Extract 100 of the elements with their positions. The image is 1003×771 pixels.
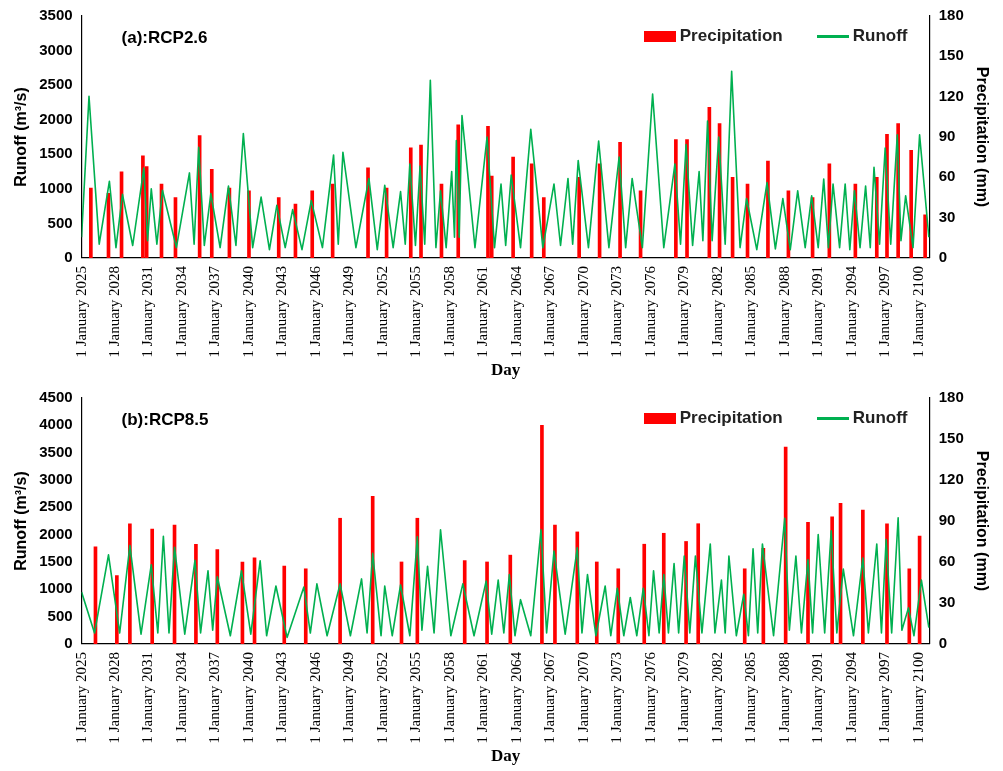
x-tick-label: 1 January 2094 (842, 265, 859, 358)
x-tick-label: 1 January 2040 (239, 265, 256, 358)
x-tick-label: 1 January 2052 (373, 651, 390, 744)
x-tick-label: 1 January 2064 (507, 265, 524, 358)
text: (a):RCP2.6 (121, 28, 208, 48)
x-tick-label: 1 January 2034 (172, 651, 189, 744)
x-tick-label: 1 January 2070 (574, 651, 591, 744)
x-tick-label: 1 January 2040 (239, 651, 256, 744)
x-tick-label: 1 January 2079 (675, 265, 692, 358)
y-tick-label: 0 (64, 634, 73, 652)
x-tick-label: 1 January 2052 (373, 265, 390, 358)
x-tick-label: 1 January 2076 (641, 265, 658, 358)
bar (577, 176, 581, 258)
x-tick-label: 1 January 2037 (206, 265, 223, 358)
y2-tick-label: 90 (938, 511, 956, 529)
y2-tick-label: 180 (938, 388, 964, 406)
y2-tick-label: 150 (938, 429, 964, 447)
bar (529, 163, 534, 258)
y-tick-label: 1000 (39, 579, 73, 597)
x-tick-label: 1 January 2028 (105, 265, 122, 358)
x-tick-label: 1 January 2082 (708, 265, 725, 358)
x-tick-label: 1 January 2085 (742, 265, 759, 358)
legend-label: Precipitation (679, 408, 783, 428)
y2-tick-label: 90 (938, 127, 956, 145)
y-tick-label: 1000 (39, 178, 73, 196)
x-axis-title: Day (491, 746, 521, 766)
x-tick-label: 1 January 2061 (474, 651, 491, 744)
x-tick-label: 1 January 2031 (139, 651, 156, 744)
x-tick-label: 1 January 2031 (139, 265, 156, 358)
x-tick-label: 1 January 2028 (105, 651, 122, 744)
y-tick-label: 2500 (39, 497, 73, 515)
x-tick-label: 1 January 2046 (306, 265, 323, 358)
y-tick-label: 4000 (39, 415, 73, 433)
x-tick-label: 1 January 2043 (273, 265, 290, 358)
y2-tick-label: 30 (938, 593, 956, 611)
y2-tick-label: 180 (938, 6, 964, 24)
bar (594, 561, 599, 644)
bar (338, 517, 342, 644)
x-tick-label: 1 January 2088 (775, 651, 792, 744)
bar (89, 187, 93, 258)
y-tick-label: 2000 (39, 109, 73, 127)
x-tick-label: 1 January 2064 (507, 651, 524, 744)
y-tick-label: 3500 (39, 442, 73, 460)
x-tick-label: 1 January 2091 (809, 265, 826, 358)
y-axis-title: Runoff (m³/s) (12, 471, 30, 571)
x-tick-label: 1 January 2088 (775, 265, 792, 358)
y2-tick-label: 0 (938, 248, 948, 266)
x-tick-label: 1 January 2073 (608, 651, 625, 744)
x-tick-label: 1 January 2076 (641, 651, 658, 744)
x-tick-label: 1 January 2097 (876, 651, 893, 744)
x-tick-label: 1 January 2025 (72, 265, 89, 358)
x-tick-label: 1 January 2055 (407, 651, 424, 744)
x-tick-label: 1 January 2067 (541, 651, 558, 744)
x-tick-label: 1 January 2097 (876, 265, 893, 358)
x-tick-label: 1 January 2061 (474, 265, 491, 358)
y2-tick-label: 150 (938, 46, 964, 64)
x-tick-label: 1 January 2043 (273, 651, 290, 744)
y2-tick-label: 60 (938, 552, 956, 570)
legend-label: Runoff (852, 26, 908, 46)
x-tick-label: 1 January 2049 (340, 651, 357, 744)
y2-tick-label: 30 (938, 207, 956, 225)
x-tick-label: 1 January 2073 (608, 265, 625, 358)
y-tick-label: 3000 (39, 40, 73, 58)
x-tick-label: 1 January 2037 (206, 651, 223, 744)
x-tick-label: 1 January 2034 (172, 265, 189, 358)
x-tick-label: 1 January 2025 (72, 651, 89, 744)
x-tick-label: 1 January 2049 (340, 265, 357, 358)
bar (366, 167, 370, 258)
y2-tick-label: 120 (938, 86, 964, 104)
x-tick-label: 1 January 2067 (541, 265, 558, 358)
x-tick-label: 1 January 2100 (909, 265, 926, 358)
bar (907, 568, 912, 644)
y-tick-label: 4500 (39, 388, 73, 406)
y-tick-label: 0 (64, 248, 73, 266)
y-tick-label: 1500 (39, 552, 73, 570)
y2-axis-title: Precipitation (mm) (973, 450, 991, 592)
y-tick-label: 1500 (39, 144, 73, 162)
y-axis-title: Runoff (m³/s) (12, 87, 30, 187)
y-tick-label: 2500 (39, 75, 73, 93)
x-tick-label: 1 January 2058 (440, 651, 457, 744)
y2-tick-label: 60 (938, 167, 956, 185)
bar (462, 560, 467, 644)
y-tick-label: 500 (47, 606, 73, 624)
y2-axis-title: Precipitation (mm) (973, 66, 991, 208)
y-tick-label: 3000 (39, 470, 73, 488)
x-tick-label: 1 January 2085 (742, 651, 759, 744)
bar (209, 168, 214, 258)
bar (310, 190, 315, 258)
y-tick-label: 500 (47, 213, 73, 231)
x-tick-label: 1 January 2070 (574, 265, 591, 358)
x-tick-label: 1 January 2046 (306, 651, 323, 744)
y-tick-label: 2000 (39, 524, 73, 542)
x-tick-label: 1 January 2058 (440, 265, 457, 358)
x-tick-label: 1 January 2079 (675, 651, 692, 744)
bar (909, 150, 913, 258)
x-tick-label: 1 January 2100 (909, 651, 926, 744)
bar (282, 565, 287, 644)
x-axis-title: Day (491, 360, 521, 380)
y2-tick-label: 0 (938, 634, 948, 652)
x-tick-label: 1 January 2055 (407, 265, 424, 358)
